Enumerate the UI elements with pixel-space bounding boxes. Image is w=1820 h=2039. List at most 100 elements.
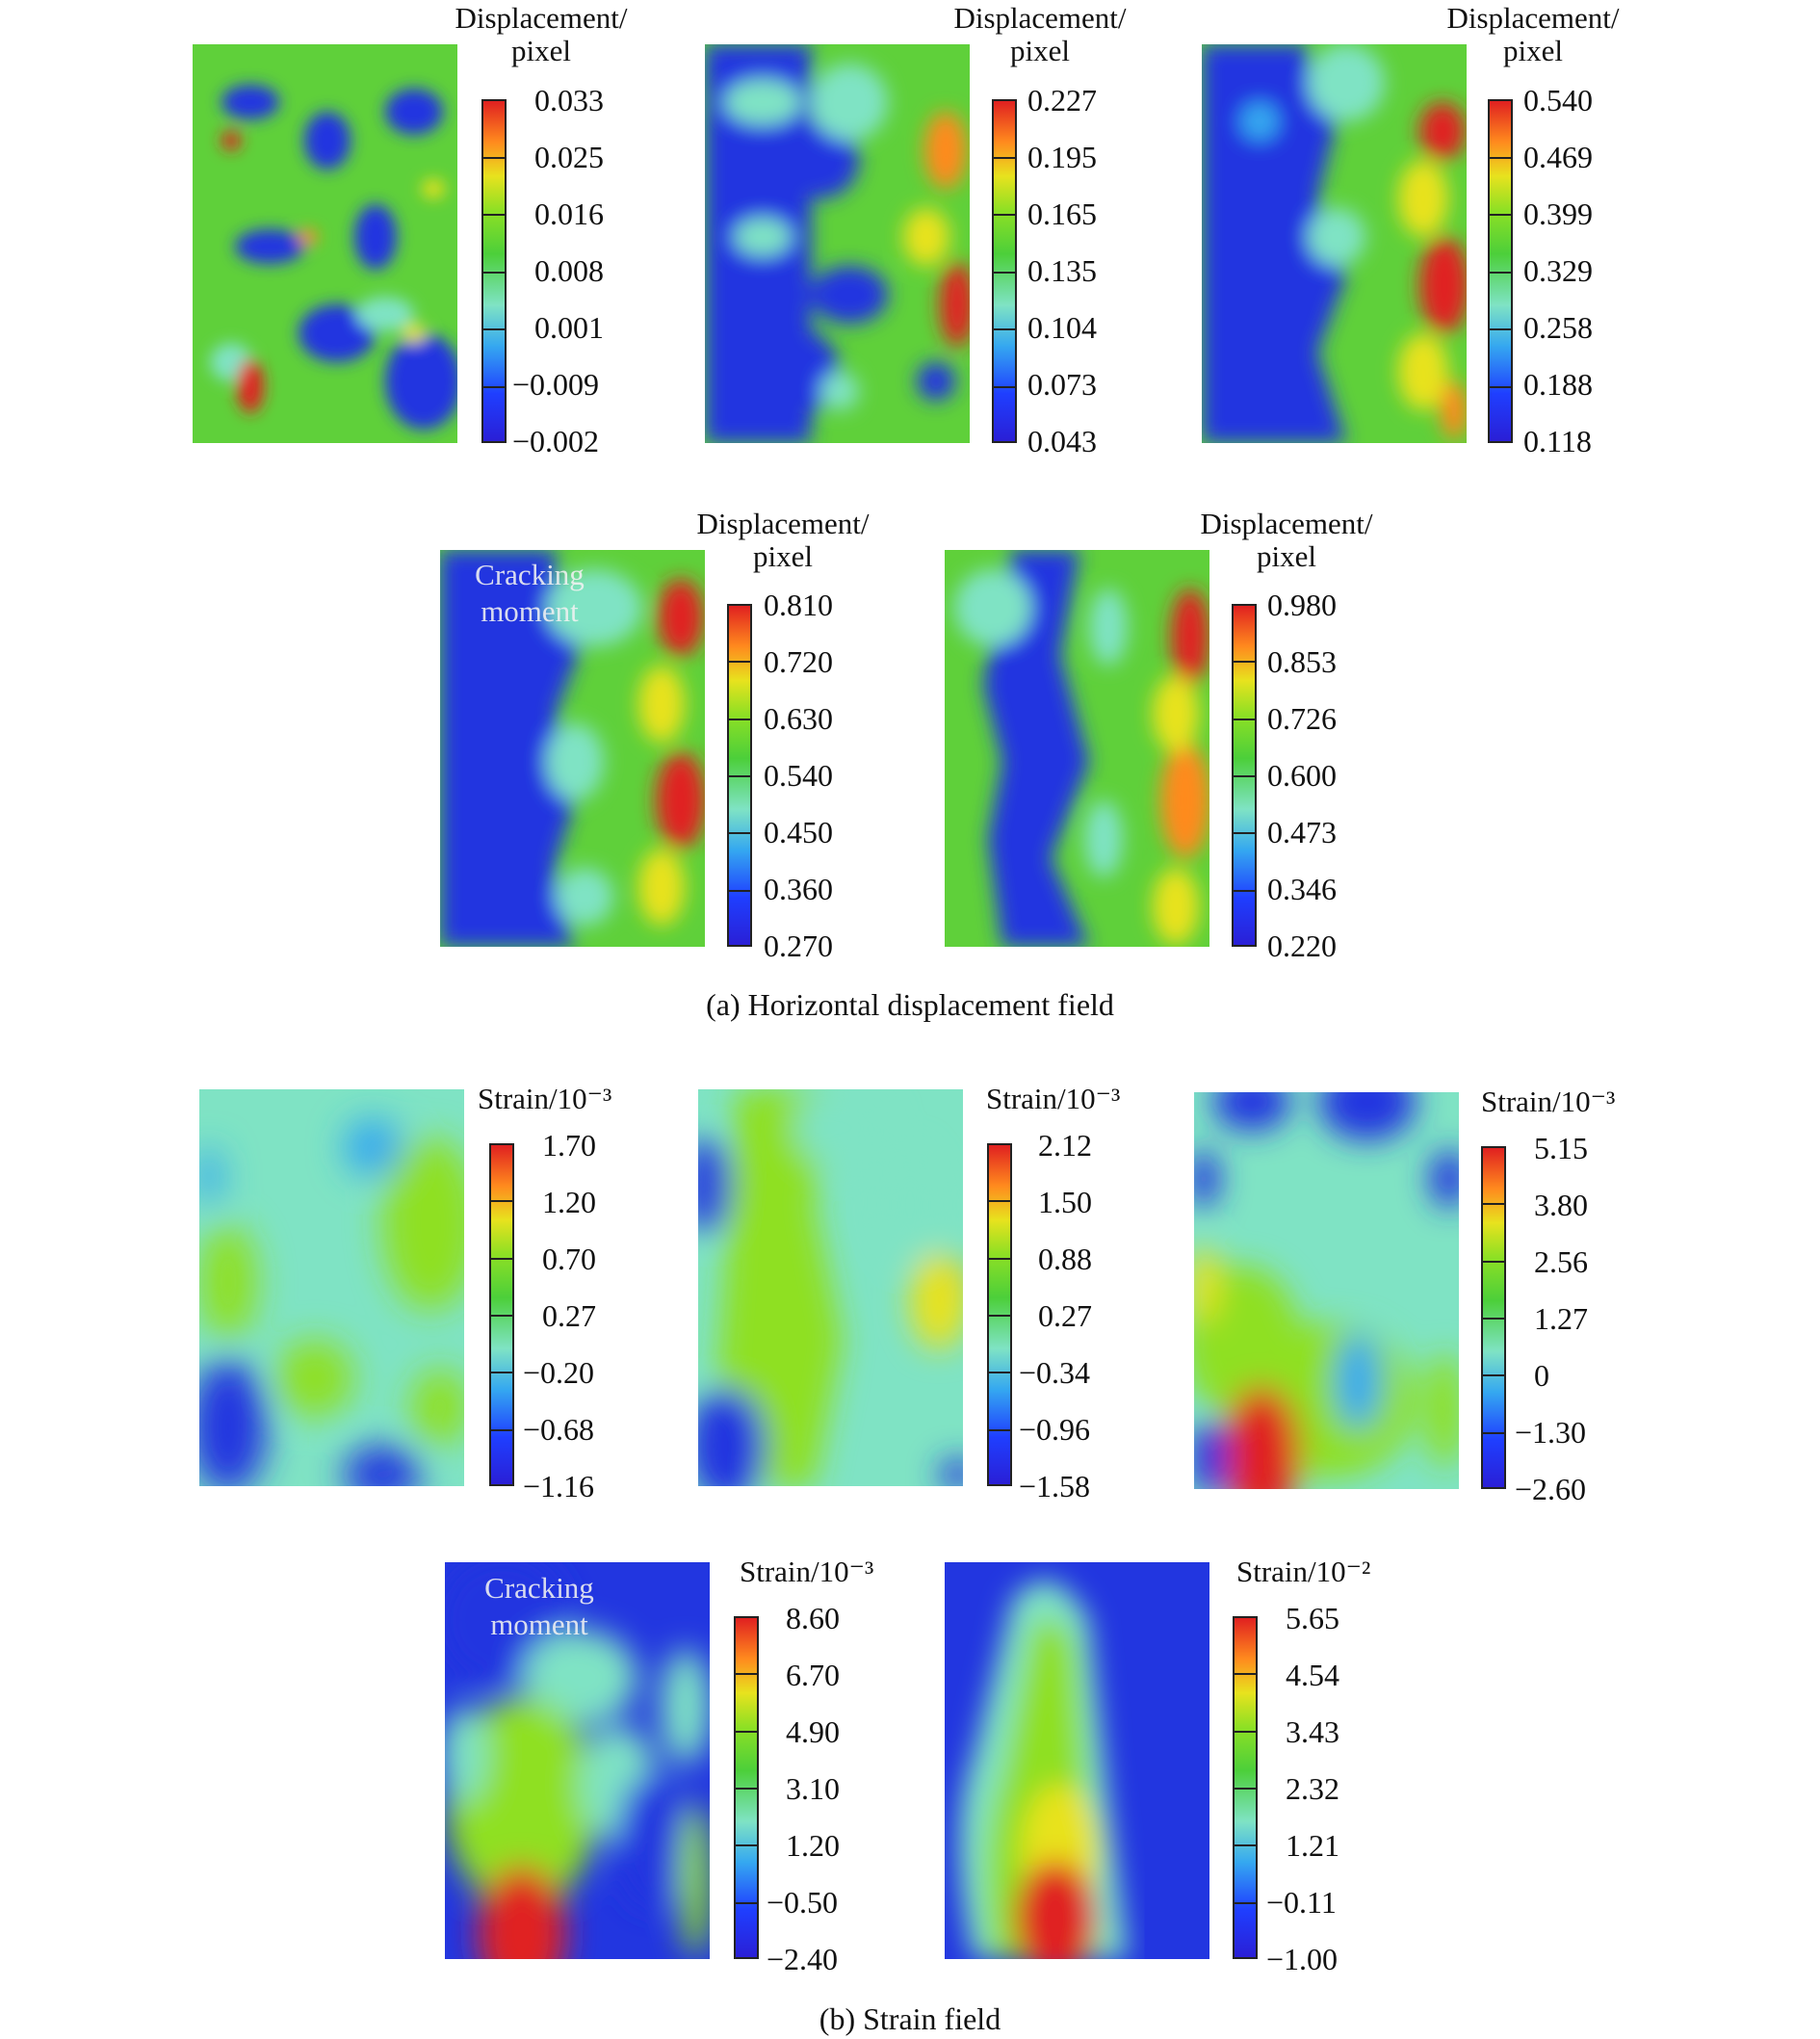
tick-label: 0.27: [542, 1298, 596, 1333]
colorbar-tick: [1233, 1844, 1258, 1847]
cracking-moment-note: Cracking moment: [484, 1571, 594, 1641]
tick-label: 0.720: [764, 644, 833, 679]
tick-label: −0.50: [767, 1885, 839, 1920]
colorbar-tick: [727, 661, 752, 664]
tick-label: −0.009: [512, 367, 600, 402]
colorbar-tick: [992, 328, 1017, 330]
tick-label: 0.399: [1523, 196, 1593, 231]
tick-label: 0.360: [764, 872, 833, 906]
tick-label: 0.88: [1038, 1242, 1092, 1276]
strain-field-map-5: [945, 1562, 1209, 1959]
colorbar-tick: [1481, 1374, 1506, 1377]
tick-label: 0.346: [1267, 872, 1337, 906]
tick-label: −2.60: [1515, 1472, 1587, 1506]
tick-label: 0.810: [764, 588, 833, 622]
colorbar-tick: [987, 1200, 1012, 1203]
colorbar-tick: [1233, 1901, 1258, 1904]
tick-label: −0.20: [523, 1355, 595, 1390]
colorbar-tick: [481, 328, 507, 330]
panel-title: Strain/10⁻³: [986, 1082, 1121, 1115]
tick-label: 5.65: [1286, 1601, 1339, 1635]
tick-label: 0.104: [1027, 310, 1097, 345]
colorbar-tick: [1488, 328, 1513, 330]
tick-label: 0.540: [1523, 83, 1593, 118]
panel-title: Displacement/ pixel: [455, 1, 628, 67]
caption-b: (b) Strain field: [819, 2001, 1001, 2036]
tick-label: 0.726: [1267, 701, 1337, 736]
tick-label: 0.001: [534, 310, 604, 345]
tick-label: 1.20: [542, 1185, 596, 1219]
strain-field-map-1: [199, 1089, 464, 1486]
tick-label: 1.20: [786, 1828, 840, 1863]
tick-label: −0.68: [523, 1412, 595, 1447]
panel-title: Displacement/ pixel: [1446, 1, 1620, 67]
tick-label: 1.50: [1038, 1185, 1092, 1219]
colorbar-tick: [987, 1372, 1012, 1374]
colorbar-tick: [481, 214, 507, 216]
colorbar-tick: [734, 1788, 759, 1790]
tick-label: 0.008: [534, 253, 604, 288]
tick-label: −0.002: [512, 424, 600, 458]
colorbar-tick: [1233, 1788, 1258, 1790]
displacement-field-map-2: [705, 44, 970, 443]
tick-label: 0.220: [1267, 928, 1337, 963]
colorbar-tick: [481, 156, 507, 159]
colorbar-tick: [734, 1673, 759, 1676]
caption-a: (a) Horizontal displacement field: [706, 987, 1114, 1022]
colorbar-tick: [1232, 889, 1257, 892]
colorbar-tick: [727, 889, 752, 892]
colorbar-tick: [987, 1428, 1012, 1431]
tick-label: 0.70: [542, 1242, 596, 1276]
tick-label: 2.56: [1534, 1244, 1588, 1279]
strain-field-map-2: [698, 1089, 963, 1486]
tick-label: 0: [1534, 1358, 1549, 1393]
tick-label: 6.70: [786, 1658, 840, 1692]
colorbar-tick: [992, 271, 1017, 274]
colorbar-tick: [1488, 156, 1513, 159]
displacement-field-map-3: [1202, 44, 1467, 443]
tick-label: 0.188: [1523, 367, 1593, 402]
tick-label: 2.12: [1038, 1128, 1092, 1163]
colorbar-tick: [987, 1257, 1012, 1260]
tick-label: 0.165: [1027, 196, 1097, 231]
colorbar-tick: [1488, 271, 1513, 274]
tick-label: 0.473: [1267, 815, 1337, 850]
tick-label: 1.27: [1534, 1301, 1588, 1336]
displacement-field-map-4: [440, 550, 705, 947]
displacement-field-map-1: [193, 44, 457, 443]
tick-label: 0.033: [534, 83, 604, 118]
colorbar-tick: [1481, 1318, 1506, 1320]
tick-label: 2.32: [1286, 1771, 1339, 1806]
tick-label: 1.21: [1286, 1828, 1339, 1863]
colorbar-tick: [734, 1901, 759, 1904]
colorbar-tick: [1481, 1431, 1506, 1434]
panel-title: Displacement/ pixel: [953, 1, 1127, 67]
colorbar-tick: [1232, 718, 1257, 720]
colorbar-tick: [1488, 385, 1513, 388]
colorbar-tick: [992, 214, 1017, 216]
tick-label: 1.70: [542, 1128, 596, 1163]
tick-label: 0.195: [1027, 140, 1097, 174]
panel-title: Strain/10⁻²: [1236, 1555, 1371, 1588]
tick-label: 0.853: [1267, 644, 1337, 679]
colorbar-tick: [734, 1730, 759, 1733]
tick-label: 8.60: [786, 1601, 840, 1635]
tick-label: 0.27: [1038, 1298, 1092, 1333]
colorbar-tick: [489, 1200, 514, 1203]
tick-label: −2.40: [767, 1942, 839, 1976]
panel-title: Strain/10⁻³: [478, 1082, 612, 1115]
tick-label: 0.329: [1523, 253, 1593, 288]
tick-label: 0.980: [1267, 588, 1337, 622]
tick-label: −0.96: [1019, 1412, 1091, 1447]
colorbar-tick: [727, 832, 752, 835]
colorbar-tick: [489, 1257, 514, 1260]
tick-label: 0.630: [764, 701, 833, 736]
tick-label: −1.58: [1019, 1469, 1091, 1503]
tick-label: 0.043: [1027, 424, 1097, 458]
tick-label: −1.30: [1515, 1415, 1587, 1450]
colorbar-tick: [481, 271, 507, 274]
panel-title: Strain/10⁻³: [1481, 1085, 1616, 1118]
panel-title: Displacement/ pixel: [1200, 507, 1373, 573]
colorbar-tick: [987, 1315, 1012, 1317]
colorbar-tick: [1233, 1730, 1258, 1733]
